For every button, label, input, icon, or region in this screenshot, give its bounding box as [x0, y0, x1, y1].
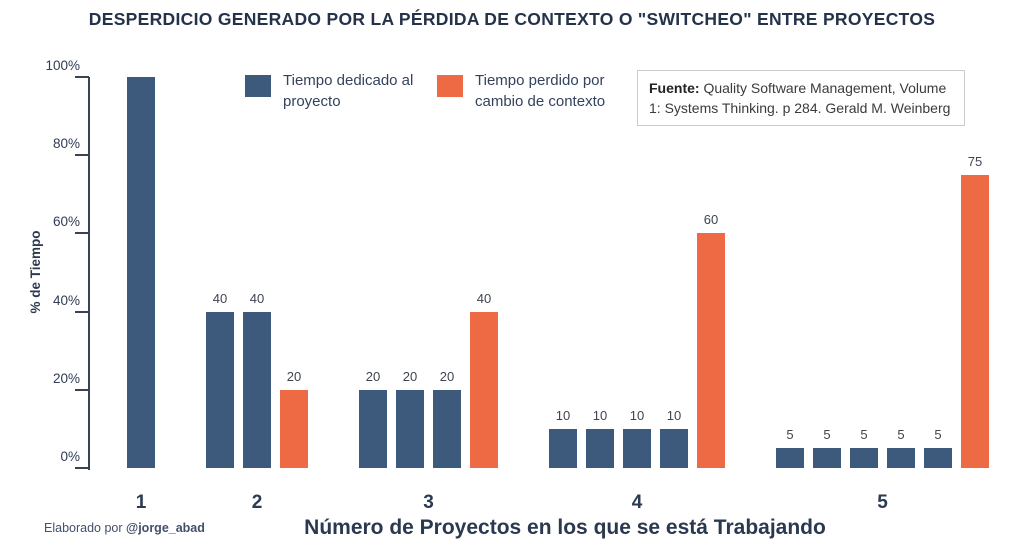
- bar-value-label: 5: [860, 427, 868, 442]
- bar-group3-dedicated-2: [433, 390, 461, 468]
- x-category-2: 2: [251, 492, 263, 513]
- source-box: Fuente: Quality Software Management, Vol…: [637, 70, 965, 126]
- bar-value-label: 5: [823, 427, 831, 442]
- bar-group5-dedicated-4: [924, 448, 952, 468]
- bar-group5-dedicated-3: [887, 448, 915, 468]
- y-tick-100%: [75, 76, 89, 78]
- y-tick-20%: [75, 388, 89, 391]
- bar-group3-dedicated-1: [396, 390, 424, 468]
- source-label: Fuente:: [649, 80, 700, 96]
- bar-group2-dedicated-0: [206, 312, 234, 468]
- bar-value-label: 40: [476, 291, 492, 306]
- chart-title: DESPERDICIO GENERADO POR LA PÉRDIDA DE C…: [88, 9, 936, 29]
- x-category-4: 4: [631, 492, 643, 513]
- y-tick-label-40%: 40%: [52, 292, 80, 308]
- x-category-5: 5: [877, 492, 888, 513]
- bar-value-label: 20: [286, 369, 302, 384]
- bar-value-label: 10: [629, 408, 645, 423]
- bar-value-label: 5: [897, 427, 905, 442]
- bar-value-label: 5: [786, 427, 794, 442]
- legend-label-lost: Tiempo perdido por cambio de contexto: [475, 72, 606, 110]
- x-category-3: 3: [423, 492, 434, 513]
- credit-handle: @jorge_abad: [126, 521, 205, 535]
- y-tick-label-80%: 80%: [52, 136, 80, 152]
- y-tick-80%: [75, 154, 89, 157]
- legend-swatch-lost: [437, 75, 463, 97]
- bar-value-label: 75: [967, 154, 983, 169]
- y-tick-label-60%: 60%: [52, 214, 80, 230]
- bar-value-label: 20: [402, 369, 418, 384]
- bar-value-label: 5: [934, 427, 942, 442]
- y-tick-label-20%: 20%: [52, 370, 80, 386]
- bar-value-label: 40: [249, 291, 265, 306]
- x-category-1: 1: [135, 492, 147, 513]
- y-tick-label-0%: 0%: [60, 449, 80, 464]
- y-axis-title: % de Tiempo: [28, 230, 43, 314]
- bar-group3-dedicated-0: [359, 390, 387, 468]
- bar-value-label: 10: [555, 408, 571, 423]
- bar-group1-dedicated-0: [127, 77, 155, 468]
- bar-group4-dedicated-1: [586, 429, 614, 468]
- bar-group4-dedicated-2: [623, 429, 651, 468]
- y-tick-40%: [75, 310, 89, 313]
- bar-value-label: 60: [703, 212, 719, 227]
- bar-value-label: 10: [666, 408, 682, 423]
- bar-group5-dedicated-1: [813, 448, 841, 468]
- y-tick-60%: [75, 232, 89, 235]
- bar-value-label: 40: [212, 291, 228, 306]
- y-axis-line: [88, 77, 90, 470]
- legend-swatch-dedicated: [245, 75, 271, 97]
- legend-label-dedicated: Tiempo dedicado al proyecto: [283, 72, 414, 110]
- bar-group2-lost-2: [280, 390, 308, 468]
- bar-group4-dedicated-3: [660, 429, 688, 468]
- source-text: Quality Software Management, Volume 1: S…: [649, 80, 951, 116]
- bar-value-label: 20: [365, 369, 381, 384]
- y-tick-label-100%: 100%: [45, 58, 80, 73]
- y-tick-0%: [75, 467, 89, 469]
- bar-group5-dedicated-0: [776, 448, 804, 468]
- bar-group3-lost-3: [470, 312, 498, 468]
- bar-group5-lost-5: [961, 175, 989, 468]
- credit: Elaborado por @jorge_abad: [44, 521, 205, 535]
- credit-prefix: Elaborado por: [44, 521, 127, 535]
- x-axis-title: Número de Proyectos en los que se está T…: [304, 516, 826, 539]
- bar-group2-dedicated-1: [243, 312, 271, 468]
- bar-value-label: 20: [439, 369, 455, 384]
- bar-group4-dedicated-0: [549, 429, 577, 468]
- bar-group5-dedicated-2: [850, 448, 878, 468]
- bar-group4-lost-4: [697, 233, 725, 468]
- bar-value-label: 10: [592, 408, 608, 423]
